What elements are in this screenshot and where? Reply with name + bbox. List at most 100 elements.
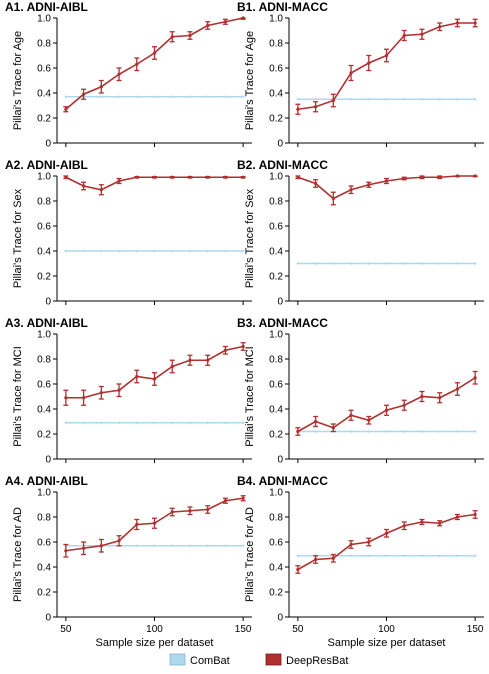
deepresbat-point [331,196,335,201]
y-axis-label: Pillai's Trace for Sex [12,188,24,288]
combat-point [117,95,121,98]
combat-point [420,430,424,433]
deepresbat-point [99,391,103,395]
y-tick-label: 0.6 [269,222,283,233]
legend: ComBat DeepResBat [169,653,348,667]
combat-point [135,544,138,547]
y-tick-label: 0.6 [269,538,283,549]
deepresbat-point [420,394,424,399]
deepresbat-point [64,175,68,179]
deepresbat-point [313,419,318,424]
deepresbat-point [420,520,424,524]
combat-point [385,430,388,433]
combat-point [188,249,192,253]
combat-point [473,430,477,433]
deepresbat-point [81,184,86,188]
y-tick-label: 1.0 [269,488,283,499]
x-axis-label: Sample size per dataset [95,637,213,649]
deepresbat-point [241,496,245,500]
combat-point [473,98,477,101]
y-tick-label: 0.8 [37,197,51,208]
combat-point [367,98,370,101]
combat-point [367,554,370,557]
deepresbat-point [99,188,103,192]
y-tick-label: 1.0 [269,14,283,25]
y-axis-label: Pillai's Trace for MCI [244,346,256,447]
y-axis-label: Pillai's Trace for Age [12,31,24,130]
combat-point [438,98,441,101]
deepresbat-point [313,557,318,562]
deepresbat-point [473,376,477,380]
combat-point [385,262,388,265]
combat-point [385,98,388,101]
deepresbat-point [402,524,406,528]
combat-point [349,98,353,101]
deepresbat-point [170,175,174,179]
combat-point [171,421,174,424]
deepresbat-point [152,175,157,179]
deepresbat-point [152,377,157,381]
combat-point [473,262,477,265]
combat-point [82,421,85,424]
combat-point [385,554,388,557]
panel-title: A1. ADNI-AIBL [5,0,88,14]
deepresbat-point [188,358,192,362]
y-axis-label: Pillai's Trace for Age [244,31,256,130]
deepresbat-point [117,72,121,76]
y-tick-label: 0.2 [269,114,283,125]
combat-point [153,544,156,547]
deepresbat-point [367,61,371,65]
combat-point [153,249,156,253]
combat-point [241,544,245,547]
deepresbat-point [170,510,174,514]
combat-point [188,544,192,547]
deepresbat-point [367,183,371,187]
legend-swatch-combat [169,653,186,666]
deepresbat-point [402,176,406,181]
deepresbat-point [152,51,157,55]
panel-title: B4. ADNI-MACC [237,474,328,488]
deepresbat-point [117,539,121,543]
deepresbat-point [135,374,139,379]
y-tick-label: 0 [277,139,283,150]
combat-point [117,249,121,253]
deepresbat-point [455,387,460,391]
combat-point [100,421,103,424]
y-axis-label: Pillai's Trace for Sex [244,188,256,288]
deepresbat-point [223,499,228,503]
deepresbat-point [313,105,318,109]
y-tick-label: 1.0 [37,488,51,499]
combat-point [349,262,353,265]
combat-point [456,430,459,433]
y-tick-label: 0 [45,297,51,308]
combat-point [135,421,138,424]
deepresbat-point [170,35,174,39]
combat-point [82,249,85,253]
y-tick-label: 0.4 [37,247,51,258]
y-tick-label: 0.2 [37,430,51,441]
panel-title: B2. ADNI-MACC [237,158,328,172]
combat-point [473,554,477,557]
combat-point [100,249,103,253]
deepresbat-point [420,32,424,36]
deepresbat-point [99,85,103,89]
combat-point [349,430,353,433]
deepresbat-point [223,20,228,24]
y-tick-label: 0.4 [269,247,283,258]
chart-panel-3: A2. ADNI-AIBL Pillai's Trace for Sex 0 0.2 0… [5,158,252,308]
deepresbat-point [223,175,228,179]
combat-point [188,421,192,424]
y-axis-label: Pillai's Trace for MCI [12,346,24,447]
chart-panel-6: B3. ADNI-MACC Pillai's Trace for MCI 0 0.2 0… [237,316,484,466]
y-tick-label: 1.0 [269,330,283,341]
deepresbat-point [99,544,103,548]
panel-title: A2. ADNI-AIBL [5,158,88,172]
combat-point [420,262,424,265]
panel-title: B3. ADNI-MACC [237,316,328,330]
combat-point [296,98,300,101]
panel-title: A3. ADNI-AIBL [5,316,88,330]
deepresbat-point [402,403,406,407]
deepresbat-series-line [297,513,476,571]
y-tick-label: 0.8 [269,39,283,50]
deepresbat-point [206,175,210,179]
